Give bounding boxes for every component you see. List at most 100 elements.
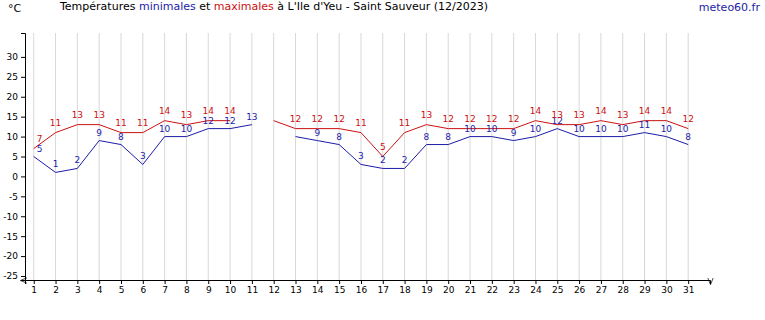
x-tick: 9 xyxy=(206,280,212,295)
grid-line xyxy=(339,33,340,280)
x-tick: 15 xyxy=(334,280,345,295)
x-tick: 4 xyxy=(97,280,103,295)
x-tick-label: 3 xyxy=(75,285,81,295)
data-label: 5 xyxy=(37,144,43,154)
y-tick: 30 xyxy=(7,52,25,62)
x-tick-label: 2 xyxy=(53,285,59,295)
data-label: 12 xyxy=(224,116,235,126)
grid-line xyxy=(208,33,209,280)
x-tick: 10 xyxy=(225,280,237,295)
grid-line xyxy=(295,33,296,280)
y-tick: 25 xyxy=(7,72,25,82)
x-tick: 21 xyxy=(465,280,476,295)
y-tick-label: -25 xyxy=(3,271,18,281)
grid-line xyxy=(557,33,558,280)
data-label: 10 xyxy=(181,124,193,134)
data-label: 8 xyxy=(118,132,124,142)
x-tick: 14 xyxy=(312,280,324,295)
x-tick: 1 xyxy=(31,280,37,295)
x-tick: 27 xyxy=(596,280,607,295)
data-label: 8 xyxy=(424,132,430,142)
x-tick: 12 xyxy=(268,280,279,295)
x-tick-mark xyxy=(77,280,78,284)
x-tick-mark xyxy=(252,280,253,284)
x-tick-mark xyxy=(56,280,57,284)
y-tick-mark xyxy=(21,176,25,177)
y-tick-label: -15 xyxy=(3,232,18,242)
y-tick-mark xyxy=(21,97,25,98)
grid-line xyxy=(513,33,514,280)
grid-line xyxy=(666,33,667,280)
legend-entry: minimales xyxy=(139,0,196,13)
x-tick-label: 19 xyxy=(421,285,433,295)
data-label: 11 xyxy=(50,118,61,128)
x-tick: 11 xyxy=(247,280,258,295)
x-tick-mark xyxy=(361,280,362,284)
data-label: 11 xyxy=(137,118,148,128)
x-tick: 18 xyxy=(399,280,411,295)
x-tick-label: 30 xyxy=(661,285,673,295)
y-tick-label: 20 xyxy=(7,92,19,102)
grid-line xyxy=(579,33,580,280)
x-tick-label: 10 xyxy=(225,285,237,295)
x-tick-label: 25 xyxy=(552,285,563,295)
x-tick: 29 xyxy=(639,280,651,295)
data-label: 13 xyxy=(552,110,563,120)
data-label: 14 xyxy=(595,106,607,116)
x-tick-mark xyxy=(623,280,624,284)
y-tick-label: 25 xyxy=(7,72,18,82)
grid-line xyxy=(622,33,623,280)
y-tick-mark xyxy=(21,117,25,118)
data-label: 12 xyxy=(442,114,453,124)
data-label: 14 xyxy=(159,106,171,116)
x-tick-label: 20 xyxy=(443,285,455,295)
x-tick-label: 21 xyxy=(465,285,476,295)
x-tick-mark xyxy=(186,280,187,284)
x-axis-line xyxy=(26,281,711,285)
data-label: 13 xyxy=(573,110,584,120)
data-label: 10 xyxy=(661,124,673,134)
x-tick: 28 xyxy=(618,280,630,295)
grid-line xyxy=(230,33,231,280)
data-label: 14 xyxy=(224,106,236,116)
x-tick: 13 xyxy=(290,280,301,295)
series-line xyxy=(34,125,688,173)
grid-line xyxy=(448,33,449,280)
data-label: 13 xyxy=(421,110,432,120)
x-tick: 25 xyxy=(552,280,563,295)
data-label: 9 xyxy=(314,128,320,138)
y-tick: 5 xyxy=(12,152,25,162)
grid-line xyxy=(164,33,165,280)
x-tick-label: 18 xyxy=(399,285,411,295)
data-label: 8 xyxy=(336,132,342,142)
x-tick: 17 xyxy=(378,280,389,295)
y-tick: 0 xyxy=(12,172,25,182)
x-tick-mark xyxy=(557,280,558,284)
x-tick-label: 26 xyxy=(574,285,586,295)
data-label: 12 xyxy=(333,114,344,124)
x-tick-label: 29 xyxy=(639,285,651,295)
data-label: 10 xyxy=(530,124,542,134)
y-axis-line xyxy=(21,34,26,281)
x-tick-label: 17 xyxy=(378,285,389,295)
grid-line xyxy=(491,33,492,280)
grid-line xyxy=(470,33,471,280)
x-tick-label: 23 xyxy=(508,285,519,295)
x-tick: 7 xyxy=(162,280,168,295)
y-tick: -5 xyxy=(9,192,25,202)
data-label: 7 xyxy=(37,134,43,144)
y-tick-mark xyxy=(21,137,25,138)
annotation: meteo60.fr xyxy=(699,1,761,14)
x-tick-mark xyxy=(383,280,384,284)
x-tick-mark xyxy=(601,280,602,284)
y-tick: 20 xyxy=(7,92,25,102)
data-label: 12 xyxy=(486,114,497,124)
y-tick-label: 30 xyxy=(7,52,19,62)
data-label: 12 xyxy=(682,114,693,124)
y-tick-mark xyxy=(21,196,25,197)
y-axis-title: °C xyxy=(8,2,22,15)
x-tick-label: 16 xyxy=(356,285,368,295)
data-label: 10 xyxy=(573,124,585,134)
title: Températures minimales et maximales à L'… xyxy=(59,0,488,13)
x-tick: 30 xyxy=(661,280,673,295)
